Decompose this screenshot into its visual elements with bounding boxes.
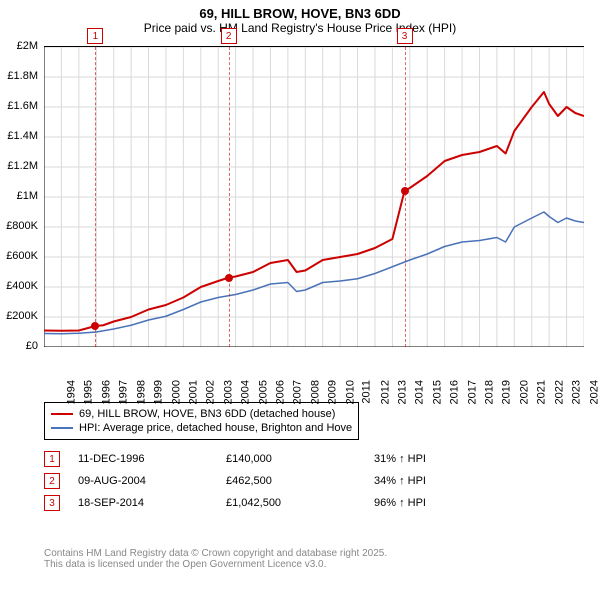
- y-axis-label: £800K: [0, 220, 38, 232]
- footer-line2: This data is licensed under the Open Gov…: [44, 559, 387, 570]
- x-axis-label: 2005: [257, 380, 269, 404]
- x-axis-label: 2006: [275, 380, 287, 404]
- x-axis-label: 2017: [466, 380, 478, 404]
- x-axis-label: 2016: [449, 380, 461, 404]
- sale-delta: 31% ↑ HPI: [374, 453, 426, 465]
- sale-row: 3 18-SEP-2014 £1,042,500 96% ↑ HPI: [44, 492, 426, 514]
- sale-point: [225, 274, 233, 282]
- x-axis-label: 1996: [100, 380, 112, 404]
- sale-marker: 3: [397, 28, 413, 44]
- x-axis-label: 2014: [414, 380, 426, 404]
- footer-attribution: Contains HM Land Registry data © Crown c…: [44, 548, 387, 570]
- sale-badge: 1: [44, 451, 60, 467]
- chart-plot-area: 123: [44, 46, 584, 347]
- legend-row: HPI: Average price, detached house, Brig…: [51, 421, 352, 435]
- x-axis-label: 2002: [205, 380, 217, 404]
- y-axis-label: £1.4M: [0, 130, 38, 142]
- x-axis-label: 2013: [396, 380, 408, 404]
- sale-date: 09-AUG-2004: [78, 475, 208, 487]
- legend-label: HPI: Average price, detached house, Brig…: [79, 422, 352, 434]
- x-axis-label: 2020: [518, 380, 530, 404]
- sale-date: 18-SEP-2014: [78, 497, 208, 509]
- x-axis-label: 2004: [240, 380, 252, 404]
- sale-delta: 96% ↑ HPI: [374, 497, 426, 509]
- page-title: 69, HILL BROW, HOVE, BN3 6DD: [0, 0, 600, 21]
- y-axis-label: £1.2M: [0, 160, 38, 172]
- x-axis-label: 2007: [292, 380, 304, 404]
- x-axis-label: 2003: [222, 380, 234, 404]
- x-axis-label: 2023: [571, 380, 583, 404]
- y-axis-label: £1M: [0, 190, 38, 202]
- sale-point: [91, 322, 99, 330]
- legend-swatch: [51, 413, 73, 415]
- sale-delta: 34% ↑ HPI: [374, 475, 426, 487]
- sale-badge: 2: [44, 473, 60, 489]
- y-axis-label: £600K: [0, 250, 38, 262]
- sale-row: 2 09-AUG-2004 £462,500 34% ↑ HPI: [44, 470, 426, 492]
- x-axis-label: 2009: [327, 380, 339, 404]
- y-axis-label: £200K: [0, 310, 38, 322]
- footer-line1: Contains HM Land Registry data © Crown c…: [44, 548, 387, 559]
- sale-vline: [95, 47, 96, 347]
- sale-marker: 2: [221, 28, 237, 44]
- x-axis-label: 2000: [170, 380, 182, 404]
- y-axis-label: £1.8M: [0, 70, 38, 82]
- y-axis-label: £2M: [0, 40, 38, 52]
- legend-swatch: [51, 427, 73, 429]
- x-axis-label: 1999: [153, 380, 165, 404]
- x-axis-label: 2022: [553, 380, 565, 404]
- sale-price: £462,500: [226, 475, 356, 487]
- x-axis-label: 2011: [361, 380, 373, 404]
- legend-box: 69, HILL BROW, HOVE, BN3 6DD (detached h…: [44, 402, 359, 440]
- y-axis-label: £0: [0, 340, 38, 352]
- x-axis-label: 2001: [187, 380, 199, 404]
- x-axis-label: 1994: [65, 380, 77, 404]
- chart-svg: [44, 47, 584, 347]
- sale-badge: 3: [44, 495, 60, 511]
- x-axis-label: 2021: [536, 380, 548, 404]
- x-axis-label: 2019: [501, 380, 513, 404]
- sale-vline: [229, 47, 230, 347]
- x-axis-label: 1995: [83, 380, 95, 404]
- x-axis-label: 2012: [379, 380, 391, 404]
- x-axis-label: 2008: [309, 380, 321, 404]
- x-axis-label: 1997: [118, 380, 130, 404]
- sale-vline: [405, 47, 406, 347]
- sale-price: £140,000: [226, 453, 356, 465]
- legend-label: 69, HILL BROW, HOVE, BN3 6DD (detached h…: [79, 408, 335, 420]
- x-axis-label: 2015: [431, 380, 443, 404]
- x-axis-label: 2018: [484, 380, 496, 404]
- x-axis-label: 1998: [135, 380, 147, 404]
- sale-marker: 1: [87, 28, 103, 44]
- y-axis-label: £400K: [0, 280, 38, 292]
- sale-date: 11-DEC-1996: [78, 453, 208, 465]
- x-axis-label: 2024: [588, 380, 600, 404]
- y-axis-label: £1.6M: [0, 100, 38, 112]
- sales-table: 1 11-DEC-1996 £140,000 31% ↑ HPI 2 09-AUG-200…: [44, 448, 426, 514]
- x-axis-label: 2010: [344, 380, 356, 404]
- sale-point: [401, 187, 409, 195]
- sale-row: 1 11-DEC-1996 £140,000 31% ↑ HPI: [44, 448, 426, 470]
- sale-price: £1,042,500: [226, 497, 356, 509]
- legend-row: 69, HILL BROW, HOVE, BN3 6DD (detached h…: [51, 407, 352, 421]
